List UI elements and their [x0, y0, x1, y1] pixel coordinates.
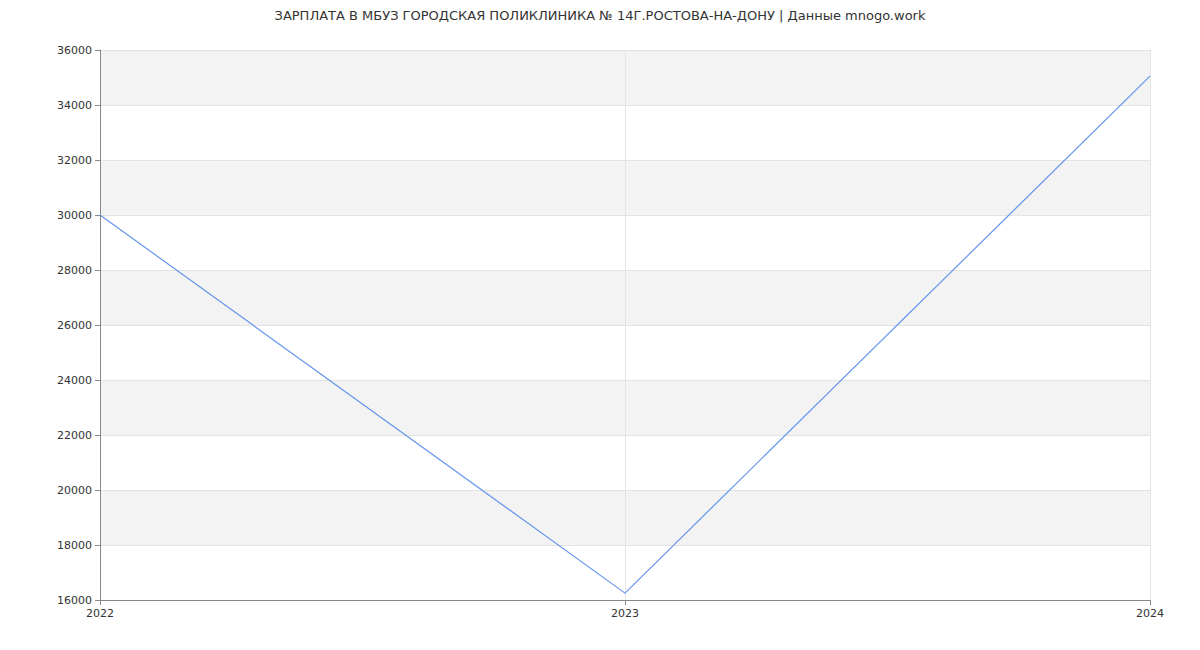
svg-text:18000: 18000 — [57, 539, 92, 552]
svg-text:2023: 2023 — [611, 607, 639, 620]
svg-text:2024: 2024 — [1136, 607, 1164, 620]
svg-text:20000: 20000 — [57, 484, 92, 497]
svg-text:16000: 16000 — [57, 594, 92, 607]
svg-text:36000: 36000 — [57, 44, 92, 57]
svg-text:32000: 32000 — [57, 154, 92, 167]
svg-text:28000: 28000 — [57, 264, 92, 277]
svg-text:2022: 2022 — [86, 607, 114, 620]
svg-text:22000: 22000 — [57, 429, 92, 442]
svg-text:ЗАРПЛАТА В МБУЗ ГОРОДСКАЯ ПОЛИ: ЗАРПЛАТА В МБУЗ ГОРОДСКАЯ ПОЛИКЛИНИКА № … — [275, 8, 926, 23]
svg-text:26000: 26000 — [57, 319, 92, 332]
svg-text:34000: 34000 — [57, 99, 92, 112]
svg-text:30000: 30000 — [57, 209, 92, 222]
svg-text:24000: 24000 — [57, 374, 92, 387]
